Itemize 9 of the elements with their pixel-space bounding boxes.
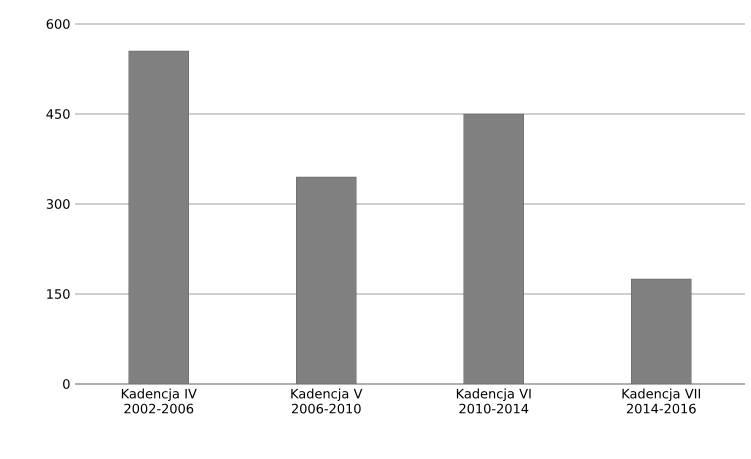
y-tick-label: 600 [46,19,70,29]
y-tick-label: 450 [46,109,70,119]
y-tick-label: 300 [46,199,70,209]
y-tick-label: 150 [47,289,70,299]
x-tick-label: Kadencja VI 2010-2014 [456,388,531,414]
y-tick-label: 0 [63,379,70,389]
x-tick-label: Kadencja VII 2014-2016 [622,388,700,414]
x-tick-label: Kadencja V 2006-2010 [291,388,362,414]
x-tick-label: Kadencja IV 2002-2006 [122,388,197,414]
